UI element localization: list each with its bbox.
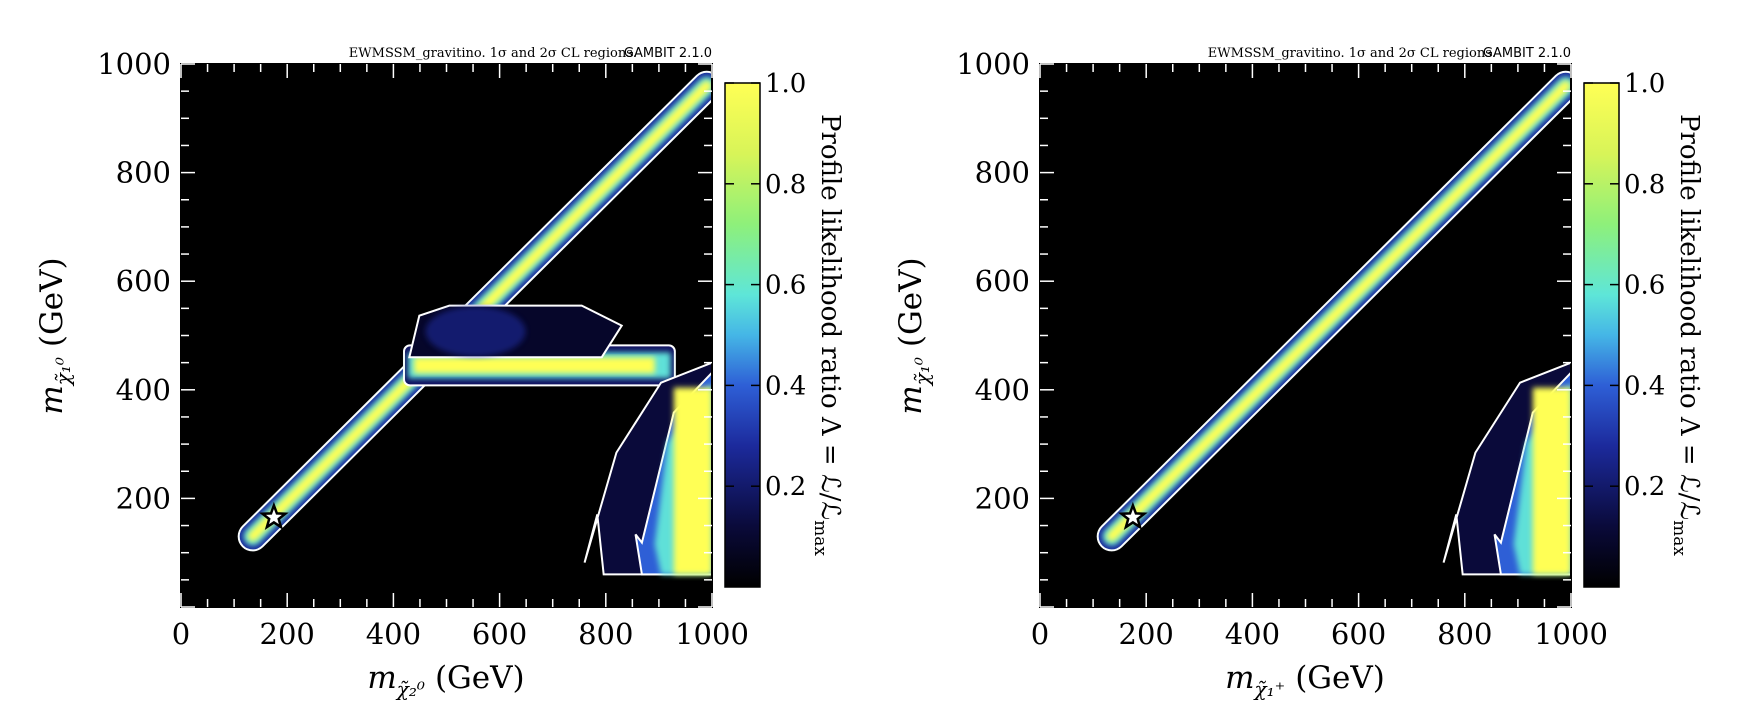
panel-right-y-tick-label: 1000 xyxy=(956,47,1030,81)
panel-left-x-sub: χ̃₂⁰ xyxy=(395,677,425,701)
panel-right-colorbar-tick-label: 0.6 xyxy=(1624,271,1665,301)
panel-left: EWMSSM_gravitino. 1σ and 2σ CL regions. … xyxy=(34,46,845,701)
panel-right-colorbar-tick-label: 0.2 xyxy=(1624,472,1665,502)
panel-right-y-tick-label: 200 xyxy=(975,481,1030,515)
panel-right-y-tick-label: 600 xyxy=(975,264,1030,298)
panel-right-colorbar-title-main: Profile likelihood ratio Λ = ℒ/ℒ xyxy=(1674,114,1704,520)
panel-left-x-tick-label: 1000 xyxy=(675,617,749,651)
panel-right-x-tick-label: 400 xyxy=(1225,617,1280,651)
panel-left-y-var: m xyxy=(34,385,70,414)
panel-left-title-tag: GAMBIT 2.1.0 xyxy=(624,46,712,61)
panel-left-y-tick-label: 800 xyxy=(116,156,171,190)
panel-right-region-diagonal-band xyxy=(1096,70,1571,552)
panel-right-y-var: m xyxy=(893,385,929,414)
panel-left-x-tick-label: 0 xyxy=(172,617,190,651)
panel-right-title: EWMSSM_gravitino. 1σ and 2σ CL regions. xyxy=(1208,46,1496,61)
panel-right-title-tag: GAMBIT 2.1.0 xyxy=(1483,46,1571,61)
panel-left-y-tick-label: 600 xyxy=(116,264,171,298)
panel-right-likelihood-map xyxy=(1096,70,1571,576)
panel-right-y-tick-label: 800 xyxy=(975,156,1030,190)
panel-right-x-sub: χ̃₁⁺ xyxy=(1253,677,1286,701)
panel-right-colorbar: 0.2 0.4 0.6 0.8 1.0 Profile likelihood ratio… xyxy=(1583,69,1704,588)
panel-left-y-unit: (GeV) xyxy=(34,257,70,347)
panel-right-colorbar-tick-label: 0.4 xyxy=(1624,371,1665,401)
panel-right-colorbar-title-sub: max xyxy=(1669,520,1689,556)
panel-left-colorbar: 0.2 0.4 0.6 0.8 1.0 Profile likelihood ratio… xyxy=(724,69,845,588)
panel-left-colorbar-tick-label: 0.4 xyxy=(765,371,806,401)
panel-right-colorbar-ticks: 0.2 0.4 0.6 0.8 1.0 xyxy=(1584,69,1665,502)
panel-left-x-tick-label: 400 xyxy=(366,617,421,651)
panel-left-x-tick-label: 600 xyxy=(472,617,527,651)
panel-left-colorbar-tick-label: 1.0 xyxy=(765,69,806,99)
panel-left-y-sub: χ̃₁⁰ xyxy=(51,357,75,387)
panel-right-y-tick-label: 400 xyxy=(975,373,1030,407)
panel-left-region-dark-region-above-band xyxy=(408,304,624,359)
panel-left-colorbar-gradient xyxy=(724,82,761,588)
panel-left-colorbar-ticks: 0.2 0.4 0.6 0.8 1.0 xyxy=(725,69,806,502)
panel-left-colorbar-tick-label: 0.8 xyxy=(765,170,806,200)
panel-left-best-fit-star-icon xyxy=(259,501,289,531)
panel-right-region-lower-right-region xyxy=(1442,361,1571,576)
panel-left-likelihood-map xyxy=(237,70,712,576)
panel-right-axes: 0 200 400 600 800 1000 200 400 600 800 1000 xyxy=(956,47,1608,651)
panel-right-colorbar-gradient xyxy=(1583,82,1620,588)
panel-left-region-lower-right-region xyxy=(583,361,712,576)
panel-right-x-tick-label: 0 xyxy=(1031,617,1049,651)
panel-left-y-tick-label: 200 xyxy=(116,481,171,515)
panel-right-y-sub: χ̃₁⁰ xyxy=(910,357,934,387)
panel-left-x-var: m xyxy=(367,660,396,696)
panel-right-x-tick-label: 600 xyxy=(1331,617,1386,651)
panel-right-y-axis-title: mχ̃₁⁰ (GeV) xyxy=(893,257,934,414)
panel-left-x-tick-label: 800 xyxy=(578,617,633,651)
panel-left-colorbar-tick-label: 0.6 xyxy=(765,271,806,301)
panel-left-x-axis-title: mχ̃₂⁰ (GeV) xyxy=(367,660,524,701)
panel-right-x-tick-label: 800 xyxy=(1437,617,1492,651)
panel-left-title: EWMSSM_gravitino. 1σ and 2σ CL regions. xyxy=(349,46,637,61)
panel-left-axes: 0 200 400 600 800 1000 200 400 600 800 1000 xyxy=(97,47,749,651)
panel-right-best-fit-star-icon xyxy=(1118,501,1148,531)
panel-left-x-unit: (GeV) xyxy=(435,660,525,696)
panel-left-y-tick-label: 1000 xyxy=(97,47,171,81)
panel-right-x-var: m xyxy=(1225,660,1254,696)
panel-left-colorbar-title: Profile likelihood ratio Λ = ℒ/ℒmax xyxy=(810,114,845,556)
panel-right: EWMSSM_gravitino. 1σ and 2σ CL regions. … xyxy=(893,46,1704,701)
panel-right-y-unit: (GeV) xyxy=(893,257,929,347)
panel-left-colorbar-title-sub: max xyxy=(810,520,830,556)
panel-left-y-tick-label: 400 xyxy=(116,373,171,407)
panel-right-colorbar-tick-label: 0.8 xyxy=(1624,170,1665,200)
panel-right-x-axis-title: mχ̃₁⁺ (GeV) xyxy=(1225,660,1385,701)
panel-right-x-tick-label: 1000 xyxy=(1534,617,1608,651)
panel-right-colorbar-tick-label: 1.0 xyxy=(1624,69,1665,99)
panel-left-colorbar-tick-label: 0.2 xyxy=(765,472,806,502)
panel-right-x-unit: (GeV) xyxy=(1295,660,1385,696)
panel-left-colorbar-title-main: Profile likelihood ratio Λ = ℒ/ℒ xyxy=(815,114,845,520)
panel-left-x-tick-label: 200 xyxy=(260,617,315,651)
panel-right-colorbar-title: Profile likelihood ratio Λ = ℒ/ℒmax xyxy=(1669,114,1704,556)
panel-left-y-axis-title: mχ̃₁⁰ (GeV) xyxy=(34,257,75,414)
panel-right-x-tick-label: 200 xyxy=(1119,617,1174,651)
